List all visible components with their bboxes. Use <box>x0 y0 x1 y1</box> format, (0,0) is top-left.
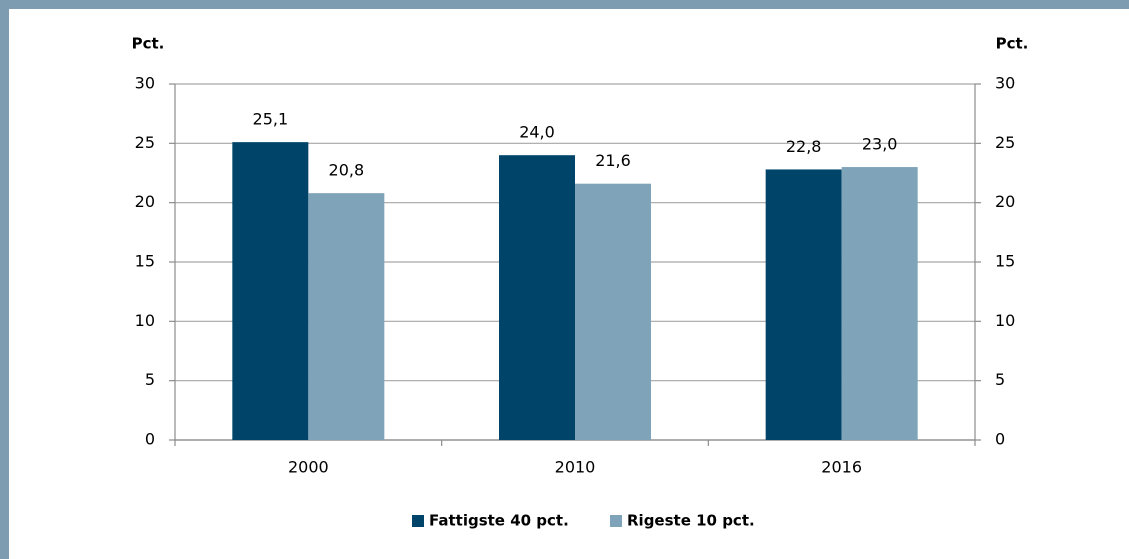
y2-tick-label: 15 <box>995 252 1015 271</box>
y2-tick-label: 5 <box>995 370 1005 389</box>
y-tick-label: 0 <box>145 430 155 449</box>
y-axis-label: Pct. <box>132 35 165 53</box>
value-label: 24,0 <box>519 123 555 142</box>
value-label: 25,1 <box>253 110 289 129</box>
legend-label: Rigeste 10 pct. <box>627 512 755 530</box>
y2-tick-label: 10 <box>995 311 1015 330</box>
x-tick-label: 2010 <box>555 458 596 477</box>
y-tick-label: 5 <box>145 370 155 389</box>
value-label: 23,0 <box>862 135 898 154</box>
y-tick-label: 30 <box>135 74 155 93</box>
bar <box>308 193 385 440</box>
value-label: 21,6 <box>595 151 631 170</box>
y2-tick-label: 0 <box>995 430 1005 449</box>
bar <box>841 167 918 441</box>
value-label: 20,8 <box>329 161 365 180</box>
y-tick-label: 15 <box>135 252 155 271</box>
legend-swatch <box>610 515 622 527</box>
y-tick-label: 20 <box>135 192 155 211</box>
y2-tick-label: 30 <box>995 74 1015 93</box>
y2-tick-label: 25 <box>995 133 1015 152</box>
y2-tick-label: 20 <box>995 192 1015 211</box>
x-tick-label: 2016 <box>821 458 862 477</box>
frame-left <box>0 0 9 559</box>
bar <box>232 142 309 440</box>
x-tick-label: 2000 <box>288 458 329 477</box>
bar <box>499 155 575 440</box>
header-bar <box>0 0 1129 9</box>
bar <box>575 183 651 440</box>
y2-axis-label: Pct. <box>996 35 1029 53</box>
y-tick-label: 25 <box>135 133 155 152</box>
value-label: 22,8 <box>786 137 822 156</box>
y-tick-label: 10 <box>135 311 155 330</box>
bar <box>765 169 842 440</box>
legend-label: Fattigste 40 pct. <box>429 512 569 530</box>
legend-swatch <box>412 515 424 527</box>
